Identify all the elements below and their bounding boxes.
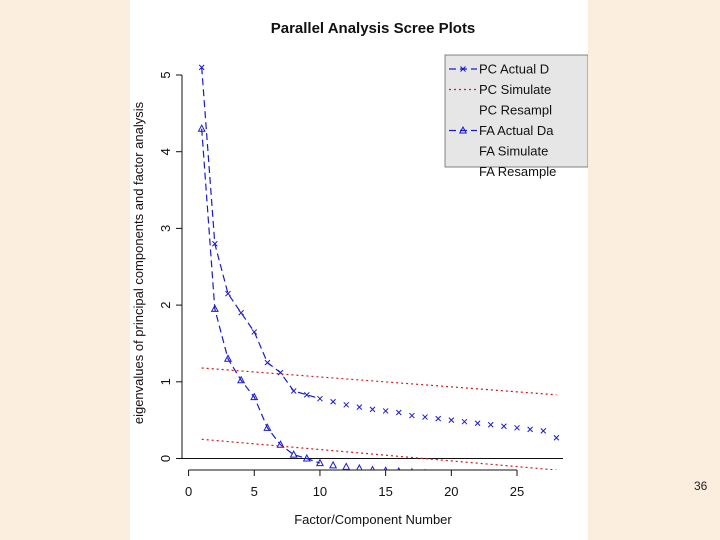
data-point: [527, 426, 534, 433]
series-1: [201, 367, 557, 396]
y-tick-label: 1: [158, 378, 173, 385]
legend-label: PC Simulate: [479, 82, 551, 97]
data-point: [540, 476, 546, 482]
x-tick-label: 20: [444, 484, 458, 499]
legend: PC Actual D PC Simulate PC Resampl FA Actua…: [444, 54, 588, 179]
data-point: [487, 421, 494, 428]
data-point: [409, 412, 415, 419]
data-point: [461, 472, 467, 478]
data-point: [501, 423, 507, 430]
data-point: [540, 428, 547, 434]
data-point: [488, 473, 494, 479]
data-point: [370, 465, 375, 470]
series-0: [198, 64, 560, 441]
data-point: [474, 473, 480, 479]
legend-label: FA Simulate: [479, 144, 548, 159]
data-point: [315, 458, 324, 467]
axes: 0 5 10 15 20 25 0 1 2 3 4 5: [158, 71, 524, 499]
data-point: [197, 124, 206, 132]
legend-label: PC Actual D: [479, 62, 549, 77]
data-point: [460, 66, 466, 72]
series-layer: [197, 64, 560, 483]
x-tick-label: 25: [510, 484, 524, 499]
data-point: [356, 404, 363, 410]
data-point: [251, 329, 258, 335]
data-point: [250, 392, 259, 401]
x-tick-label: 15: [378, 484, 392, 499]
y-axis-label: eigenvalues of principal components and …: [131, 101, 146, 424]
data-point: [369, 406, 376, 413]
data-point: [553, 477, 559, 483]
data-point: [553, 434, 560, 441]
series-line: [201, 128, 321, 464]
data-point: [238, 309, 244, 316]
data-point: [448, 417, 455, 424]
data-point: [237, 375, 246, 384]
x-tick-label: 0: [185, 484, 192, 499]
data-point: [382, 408, 389, 414]
series-3: [201, 438, 557, 470]
data-point: [290, 388, 297, 394]
data-point: [461, 418, 468, 425]
x-axis-label: Factor/Component Number: [294, 512, 452, 527]
data-point: [330, 398, 336, 405]
data-point: [329, 460, 338, 469]
data-point: [198, 64, 205, 71]
series-line: [201, 438, 557, 470]
data-point: [437, 469, 439, 470]
data-point: [276, 440, 285, 448]
data-point: [435, 415, 442, 422]
page-number: 36: [694, 479, 708, 493]
scree-plot: Parallel Analysis Scree Plots Factor/Com…: [131, 20, 588, 527]
x-tick-label: 10: [313, 484, 327, 499]
data-point: [302, 453, 311, 462]
slide-panel: Parallel Analysis Scree Plots Factor/Com…: [130, 0, 588, 540]
y-tick-label: 0: [158, 455, 173, 462]
y-tick-label: 5: [158, 71, 173, 78]
data-point: [395, 409, 402, 416]
data-point: [342, 462, 351, 470]
data-point: [210, 304, 219, 312]
legend-label: FA Resample: [479, 164, 556, 179]
data-point: [527, 476, 533, 482]
data-point: [343, 401, 350, 408]
y-tick-label: 2: [158, 301, 173, 308]
x-tick-label: 5: [251, 484, 258, 499]
y-tick-label: 3: [158, 225, 173, 232]
legend-label: FA Actual Da: [479, 123, 554, 138]
series-line: [201, 367, 557, 396]
data-point: [289, 450, 298, 458]
data-point: [422, 414, 428, 420]
legend-box: [444, 54, 588, 168]
data-point: [225, 290, 231, 297]
data-point: [263, 423, 272, 431]
data-point: [501, 474, 507, 480]
data-point: [458, 125, 468, 134]
data-point: [514, 424, 520, 431]
data-point: [211, 240, 218, 247]
series-line: [201, 67, 321, 400]
data-point: [397, 466, 401, 470]
data-point: [303, 391, 310, 398]
data-point: [474, 420, 481, 427]
chart-title: Parallel Analysis Scree Plots: [271, 20, 476, 37]
data-point: [223, 354, 233, 362]
y-tick-label: 4: [158, 148, 173, 155]
data-point: [356, 463, 363, 470]
legend-label: PC Resampl: [479, 103, 552, 118]
data-point: [264, 359, 271, 366]
data-point: [317, 395, 323, 402]
series-2: [197, 124, 559, 483]
